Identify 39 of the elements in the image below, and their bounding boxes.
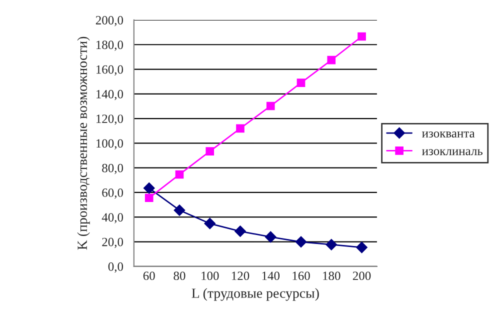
legend-label: изоклиналь: [422, 149, 483, 156]
y-axis-title: K (производственные возможности): [77, 36, 90, 250]
y-tick-label: 140,0: [96, 90, 124, 100]
point: [327, 56, 336, 64]
y-tick-label: 0,0: [108, 262, 124, 273]
point: [174, 204, 186, 216]
y-tick-label: 20,0: [102, 238, 124, 248]
x-tick-label: 200: [352, 272, 371, 280]
x-tick-label: 180: [323, 272, 340, 280]
x-tick-label: 100: [202, 272, 219, 280]
point: [236, 124, 244, 133]
point: [326, 238, 337, 250]
x-axis-title: L (трудовые ресурсы): [192, 288, 319, 301]
y-tick-label: 60,0: [102, 188, 124, 199]
point: [234, 226, 246, 237]
y-tick-label: 180,0: [96, 40, 124, 51]
point: [206, 147, 214, 156]
point: [144, 182, 155, 194]
point: [356, 242, 368, 254]
y-tick-label: 160,0: [96, 65, 124, 76]
x-tick-label: 140: [262, 272, 280, 280]
y-tick-label: 120,0: [96, 114, 124, 125]
point: [266, 102, 275, 110]
legend-label: изокванта: [422, 132, 475, 138]
y-tick-label: 40,0: [102, 213, 124, 224]
y-tick-label: 200,0: [96, 16, 124, 26]
x-tick-label: 120: [232, 272, 250, 280]
point: [296, 78, 306, 87]
point: [265, 231, 276, 243]
point: [295, 236, 307, 248]
y-tick-label: 100,0: [96, 139, 124, 150]
point: [144, 194, 154, 202]
x-tick-label: 80: [174, 272, 186, 280]
x-tick-label: 60: [143, 272, 155, 280]
point: [204, 218, 216, 230]
y-tick-label: 80,0: [102, 164, 124, 174]
x-tick-label: 160: [292, 272, 310, 280]
point: [358, 32, 366, 41]
point: [175, 170, 184, 179]
